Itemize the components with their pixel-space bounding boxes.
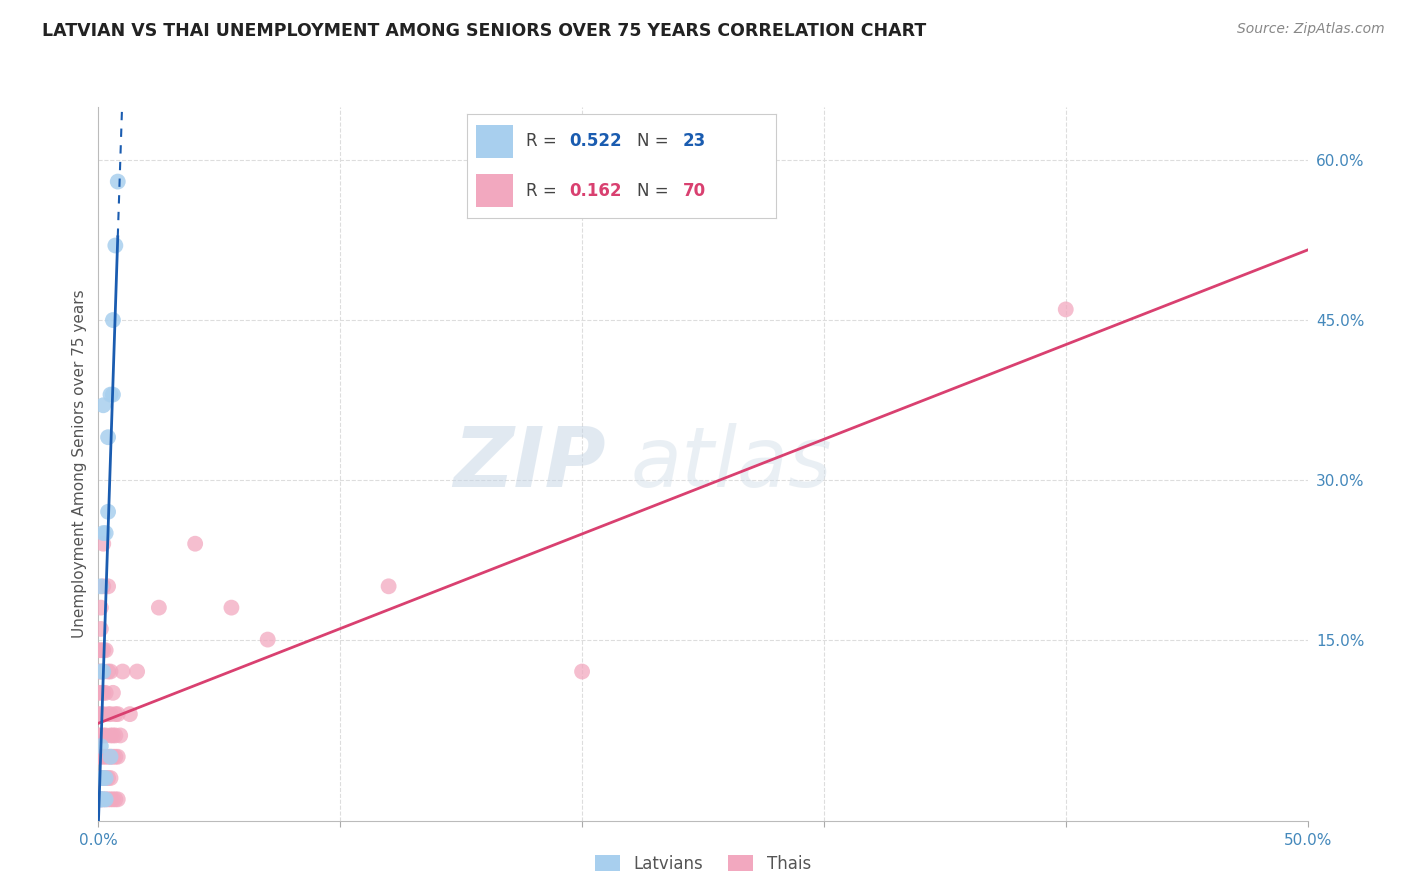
- Point: [91, 665, 114, 679]
- Point: [94, 749, 117, 764]
- Point: [90, 771, 112, 785]
- Point: [107, 792, 129, 806]
- Point: [87, 728, 110, 742]
- Point: [100, 749, 122, 764]
- Point: [91, 771, 114, 785]
- Point: [90, 579, 112, 593]
- Point: [91, 728, 114, 742]
- Point: [87, 643, 110, 657]
- Point: [97, 707, 120, 722]
- Point: [97, 505, 120, 519]
- Point: [101, 387, 124, 401]
- Point: [87, 792, 110, 806]
- Point: [90, 686, 112, 700]
- Point: [91, 643, 114, 657]
- Point: [87, 792, 110, 806]
- Point: [104, 749, 127, 764]
- Point: [97, 579, 120, 593]
- Point: [148, 600, 170, 615]
- Point: [104, 707, 127, 722]
- Point: [101, 792, 124, 806]
- Point: [97, 665, 120, 679]
- Point: [100, 749, 122, 764]
- Point: [90, 749, 112, 764]
- Point: [91, 579, 114, 593]
- Point: [90, 707, 112, 722]
- Point: [100, 771, 122, 785]
- Point: [87, 665, 110, 679]
- Point: [90, 665, 112, 679]
- Point: [91, 537, 114, 551]
- Point: [87, 749, 110, 764]
- Point: [94, 686, 117, 700]
- Point: [127, 665, 149, 679]
- Point: [90, 792, 112, 806]
- Point: [97, 792, 120, 806]
- Point: [104, 728, 127, 742]
- Point: [90, 665, 112, 679]
- Text: ZIP: ZIP: [454, 424, 606, 504]
- Point: [100, 707, 122, 722]
- Legend: Latvians, Thais: Latvians, Thais: [589, 848, 817, 880]
- Point: [111, 665, 134, 679]
- Point: [94, 643, 117, 657]
- Point: [90, 643, 112, 657]
- Point: [90, 622, 112, 636]
- Point: [377, 579, 399, 593]
- Point: [184, 537, 207, 551]
- Text: Source: ZipAtlas.com: Source: ZipAtlas.com: [1237, 22, 1385, 37]
- Point: [108, 728, 131, 742]
- Point: [91, 792, 114, 806]
- Point: [90, 728, 112, 742]
- Point: [91, 398, 114, 412]
- Point: [104, 792, 127, 806]
- Point: [100, 792, 122, 806]
- Point: [90, 792, 112, 806]
- Point: [1054, 302, 1077, 317]
- Point: [221, 600, 243, 615]
- Point: [97, 749, 120, 764]
- Point: [90, 600, 112, 615]
- Point: [94, 792, 117, 806]
- Point: [91, 665, 114, 679]
- Point: [100, 387, 122, 401]
- Point: [90, 792, 112, 806]
- Point: [91, 526, 114, 541]
- Point: [97, 430, 120, 444]
- Point: [104, 238, 127, 252]
- Y-axis label: Unemployment Among Seniors over 75 years: Unemployment Among Seniors over 75 years: [72, 290, 87, 638]
- Point: [91, 707, 114, 722]
- Point: [97, 771, 120, 785]
- Point: [101, 749, 124, 764]
- Point: [91, 792, 114, 806]
- Point: [91, 686, 114, 700]
- Point: [256, 632, 278, 647]
- Point: [94, 771, 117, 785]
- Text: LATVIAN VS THAI UNEMPLOYMENT AMONG SENIORS OVER 75 YEARS CORRELATION CHART: LATVIAN VS THAI UNEMPLOYMENT AMONG SENIO…: [42, 22, 927, 40]
- Point: [87, 707, 110, 722]
- Point: [101, 686, 124, 700]
- Point: [101, 313, 124, 327]
- Point: [107, 707, 129, 722]
- Point: [94, 792, 117, 806]
- Point: [87, 792, 110, 806]
- Text: atlas: atlas: [630, 424, 832, 504]
- Point: [87, 771, 110, 785]
- Point: [90, 792, 112, 806]
- Point: [100, 665, 122, 679]
- Point: [107, 175, 129, 189]
- Point: [101, 728, 124, 742]
- Point: [94, 728, 117, 742]
- Point: [90, 739, 112, 753]
- Point: [91, 749, 114, 764]
- Point: [87, 686, 110, 700]
- Point: [94, 526, 117, 541]
- Point: [118, 707, 141, 722]
- Point: [91, 771, 114, 785]
- Point: [107, 749, 129, 764]
- Point: [571, 665, 593, 679]
- Point: [90, 771, 112, 785]
- Point: [94, 771, 117, 785]
- Point: [100, 728, 122, 742]
